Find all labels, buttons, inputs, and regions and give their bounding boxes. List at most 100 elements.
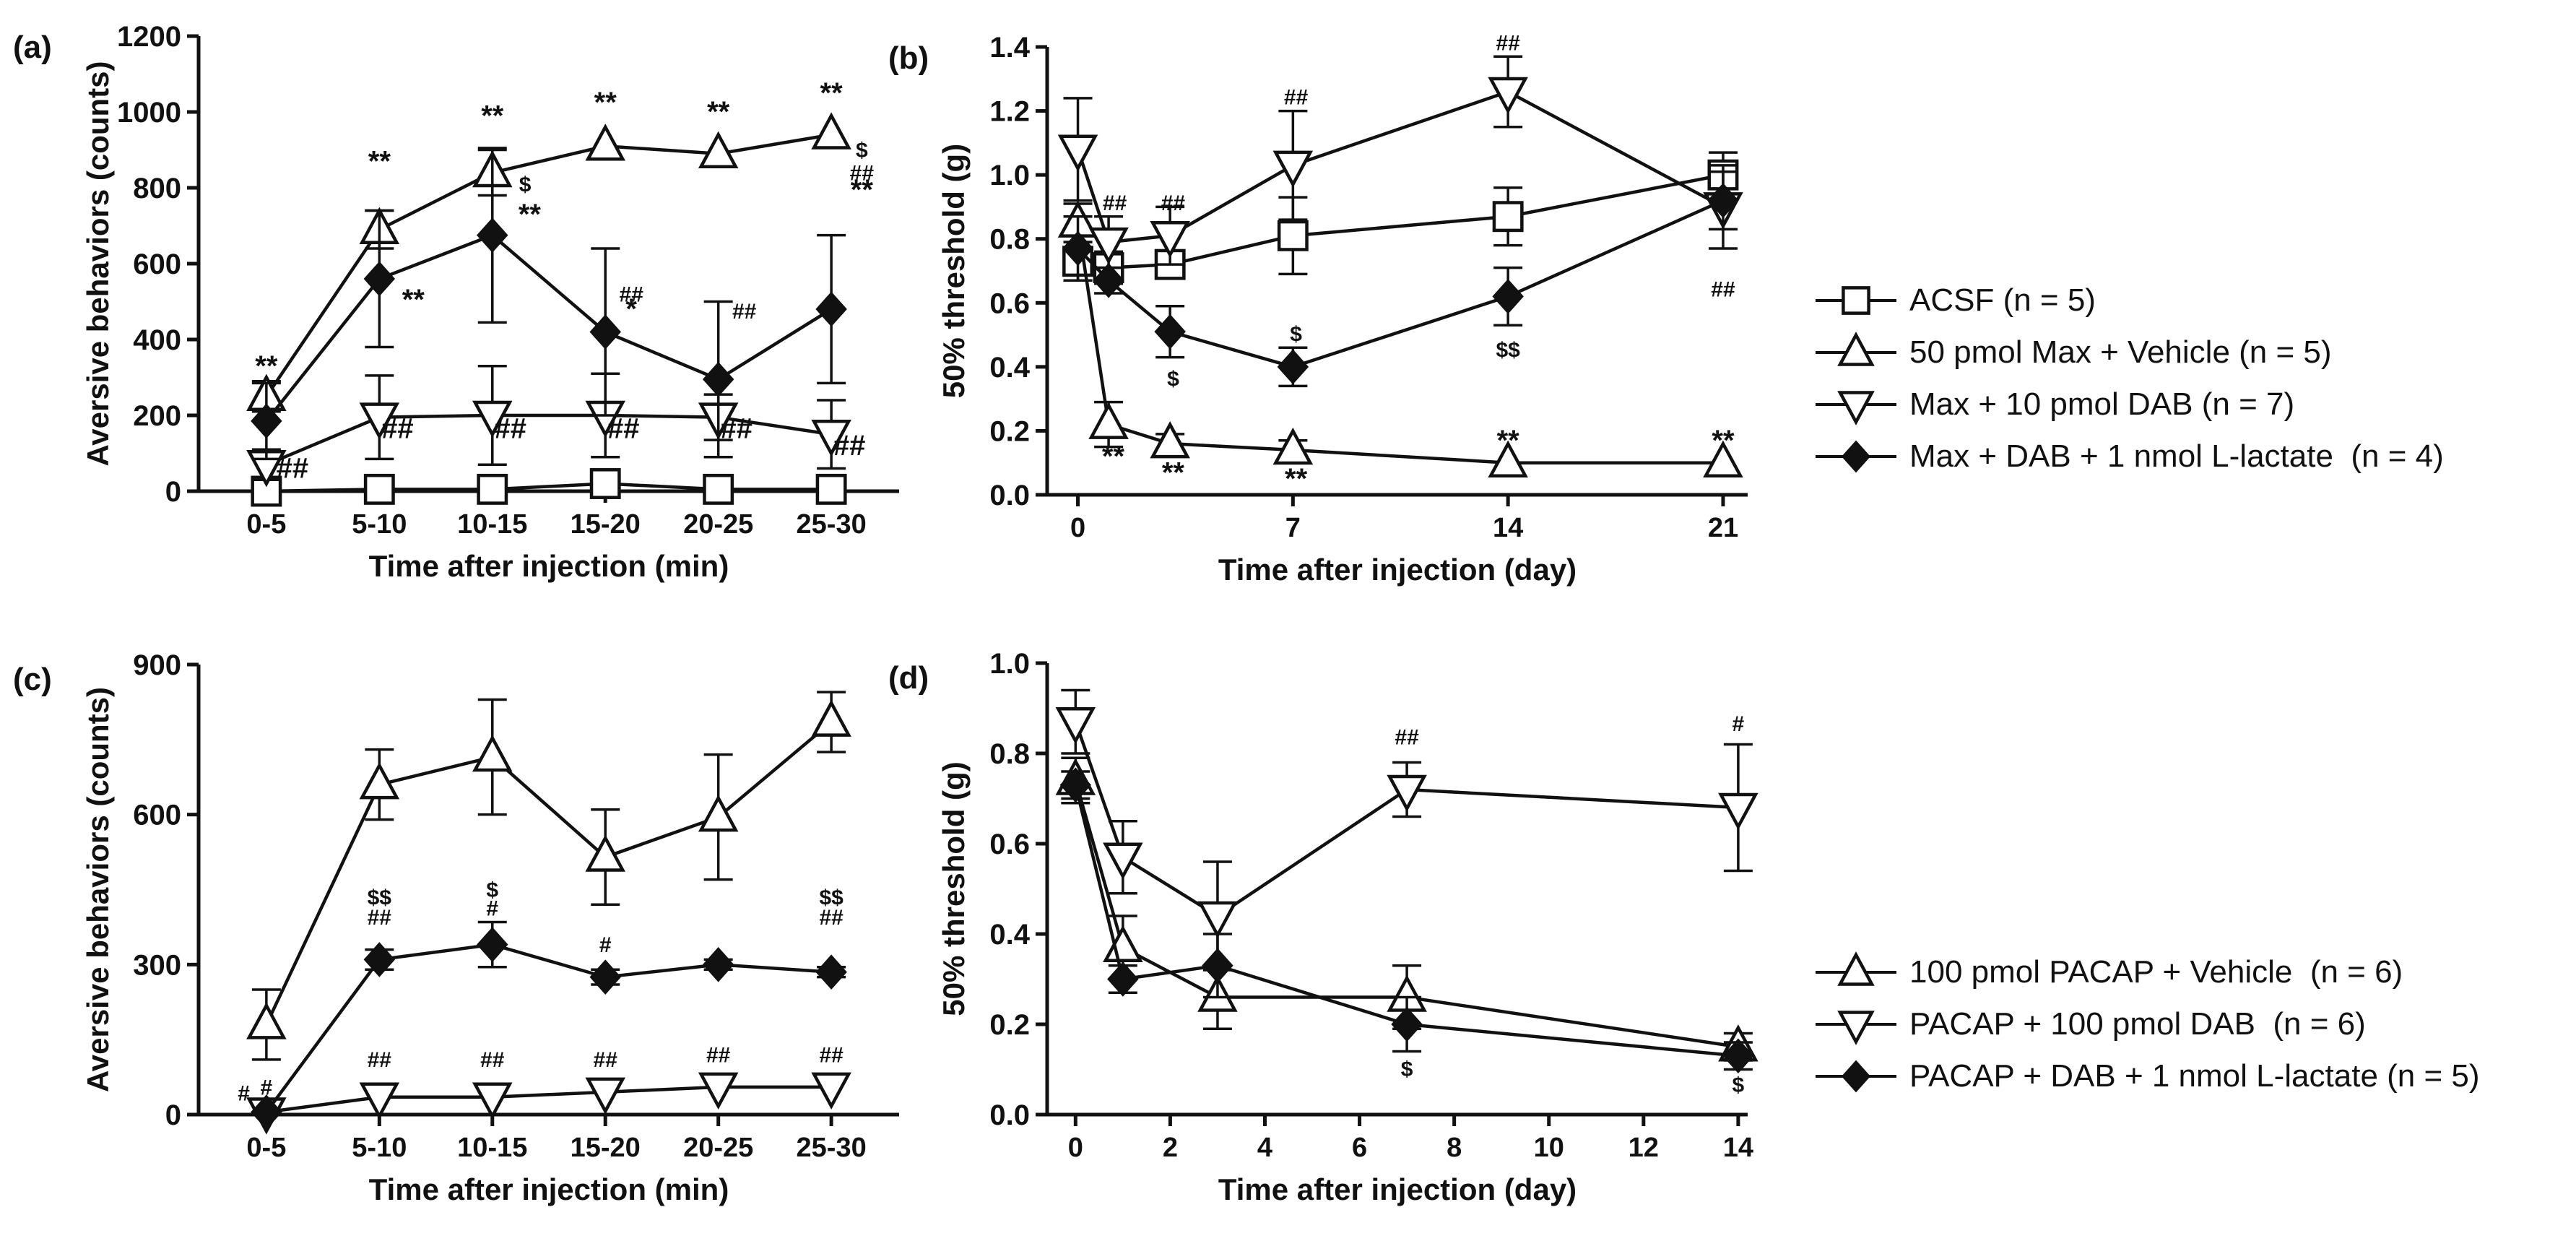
series-line — [265, 133, 832, 398]
x-tick-label: 0-5 — [246, 509, 286, 540]
panel-c: 0 300 600 900 0-5 5-10 10-15 15-20 20-25 25-30 Tim… — [13, 649, 899, 1206]
marker-diamond — [1062, 230, 1094, 267]
marker-triangle-up — [1272, 427, 1314, 465]
legend-entry: PACAP + DAB + 1 nmol L-lactate (n = 5) — [1813, 1050, 2480, 1102]
marker-triangle-up — [246, 1002, 287, 1039]
legend-entry: PACAP + 100 pmol DAB (n = 6) — [1813, 998, 2480, 1050]
significance-mark: ** — [368, 145, 391, 177]
marker-diamond — [1059, 767, 1092, 803]
significance-mark: ## — [1103, 191, 1127, 215]
series-line — [266, 413, 832, 467]
significance-mark: # — [1732, 712, 1745, 736]
marker-triangle-up — [1837, 332, 1875, 366]
significance-mark: ** — [1102, 441, 1125, 472]
marker-diamond — [1841, 1060, 1871, 1093]
marker-triangle-down — [1837, 391, 1875, 425]
marker-triangle-up — [698, 131, 739, 168]
legend-label: ACSF (n = 5) — [1909, 282, 2096, 318]
x-tick-label: 0 — [1068, 1133, 1083, 1163]
x-tick-label: 2 — [1163, 1133, 1178, 1163]
marker-triangle-up — [585, 124, 625, 161]
x-tick-label: 10 — [1534, 1133, 1564, 1163]
x-axis-label: Time after injection (day) — [1218, 1172, 1577, 1206]
y-tick-label: 1.4 — [989, 32, 1030, 64]
marker-triangle-down — [1057, 134, 1098, 172]
y-axis-label: 50% threshold (g) — [937, 144, 971, 398]
x-tick-label: 10-15 — [457, 1133, 527, 1163]
marker-triangle-down — [1088, 227, 1129, 265]
y-tick-label: 600 — [133, 800, 181, 831]
marker-square — [589, 468, 621, 499]
marker-triangle-up — [811, 699, 851, 737]
significance-mark: $ — [519, 173, 532, 196]
x-tick-label: 20-25 — [683, 1133, 753, 1163]
x-axis-label: Time after injection (min) — [369, 1172, 729, 1206]
marker-triangle-down — [585, 1077, 625, 1115]
y-tick-label: 0 — [165, 476, 181, 508]
y-tick-label: 0 — [165, 1099, 181, 1131]
legend-marker-triangle-up — [1816, 332, 1896, 366]
marker-diamond — [1722, 1038, 1754, 1074]
significance-mark: ## — [607, 413, 640, 445]
marker-triangle-down — [811, 1072, 851, 1110]
marker-triangle-up — [811, 112, 851, 150]
significance-mark: ** — [1712, 425, 1735, 457]
significance-mark: $ — [1732, 1073, 1745, 1097]
marker-triangle-down — [472, 1082, 513, 1120]
marker-triangle-down — [1718, 792, 1758, 831]
panel-label: (c) — [13, 662, 52, 697]
marker-triangle-down — [1197, 901, 1238, 939]
x-tick-label: 21 — [1708, 513, 1738, 543]
x-tick-label: 25-30 — [797, 509, 867, 540]
marker-diamond — [1841, 440, 1871, 473]
y-axis-label: Aversive behaviors (counts) — [81, 687, 115, 1092]
legend-entry: 50 pmol Max + Vehicle (n = 5) — [1813, 327, 2444, 379]
significance-mark: ## — [819, 906, 844, 930]
legend-marker-triangle-down — [1816, 391, 1896, 425]
series-line — [264, 720, 833, 1026]
marker-triangle-down — [359, 1082, 400, 1120]
y-tick-label: 400 — [133, 324, 181, 356]
significance-mark: $ — [1290, 322, 1302, 346]
y-tick-label: 0.8 — [989, 738, 1030, 770]
x-tick-label: 6 — [1352, 1133, 1367, 1163]
y-axis-label: 50% threshold (g) — [937, 761, 971, 1016]
significance-mark: $$ — [1496, 339, 1520, 363]
y-tick-label: 1200 — [117, 21, 181, 53]
significance-mark: ** — [1497, 425, 1520, 457]
marker-diamond — [589, 959, 621, 995]
significance-mark: ## — [819, 1043, 844, 1067]
marker-diamond — [1707, 183, 1739, 218]
legend-entry: Max + DAB + 1 nmol L-lactate (n = 4) — [1813, 431, 2444, 483]
significance-mark: ** — [402, 284, 425, 316]
y-tick-label: 0.6 — [989, 829, 1030, 860]
significance-mark: ** — [1285, 463, 1308, 495]
marker-triangle-down — [1837, 1011, 1875, 1045]
y-tick-label: 900 — [133, 649, 181, 681]
marker-triangle-down — [698, 1072, 739, 1110]
marker-diamond — [363, 261, 396, 297]
marker-square — [815, 473, 847, 505]
significance-mark: ## — [480, 1048, 505, 1072]
legend-entry: Max + 10 pmol DAB (n = 7) — [1813, 379, 2444, 431]
marker-triangle-down — [1150, 221, 1190, 259]
series-line — [265, 233, 833, 423]
legend-label: Max + 10 pmol DAB (n = 7) — [1909, 386, 2295, 422]
marker-square — [1277, 220, 1309, 251]
significance-mark: ## — [594, 1048, 618, 1072]
legend-marker-square — [1816, 286, 1896, 315]
legend-label: 100 pmol PACAP + Vehicle (n = 6) — [1909, 954, 2403, 990]
significance-mark: ## — [720, 413, 753, 445]
series-line — [1076, 90, 1725, 244]
marker-triangle-up — [698, 794, 739, 832]
panel-d: 0.0 0.2 0.4 0.6 0.8 1.0 0 2 4 6 8 10 12 14 Time after … — [888, 648, 1758, 1206]
legend-top: ACSF (n = 5) 50 pmol Max + Vehicle (n = … — [1813, 274, 2444, 483]
marker-triangle-up — [1837, 951, 1875, 986]
significance-mark: ## — [368, 1048, 392, 1072]
significance-mark: ## — [381, 413, 414, 445]
significance-mark: ## — [1711, 277, 1735, 301]
significance-mark: $$ — [819, 886, 844, 909]
significance-mark: ## — [833, 430, 866, 462]
y-tick-label: 800 — [133, 173, 181, 204]
y-tick-label: 1.0 — [989, 160, 1030, 191]
